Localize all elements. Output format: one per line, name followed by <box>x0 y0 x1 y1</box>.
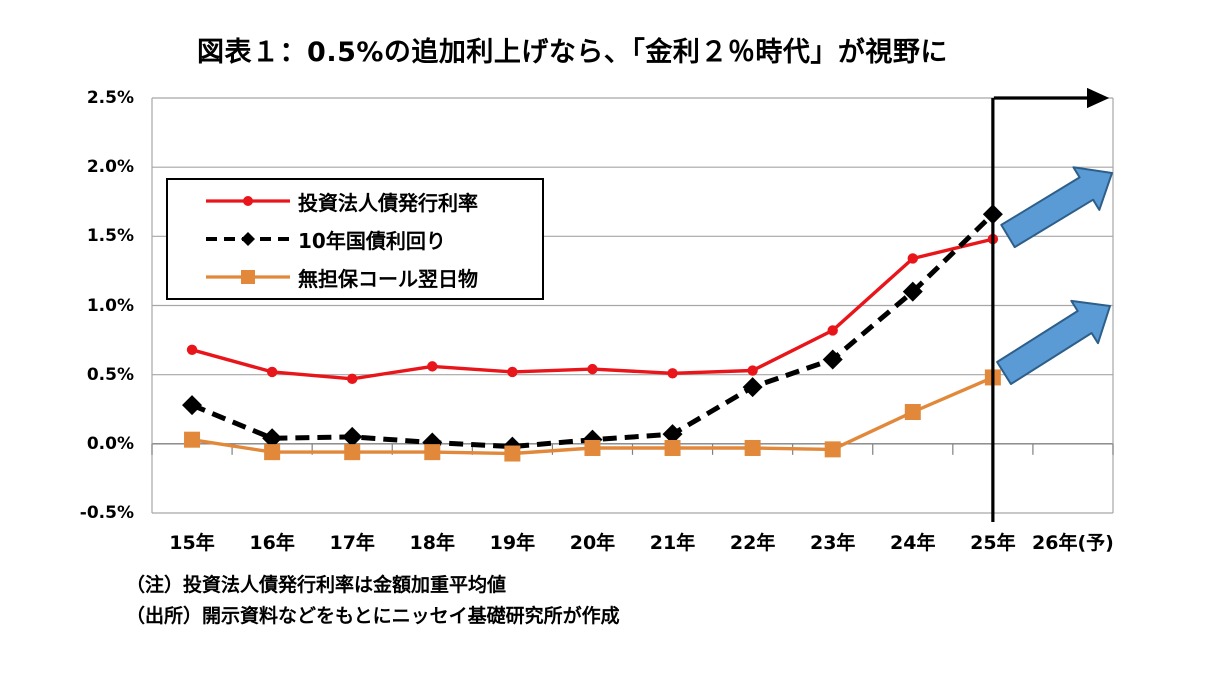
data-point-marker <box>664 439 681 456</box>
data-point-marker <box>184 431 201 448</box>
data-point-marker <box>747 365 758 376</box>
y-axis-tick-label: 1.5% <box>86 226 134 247</box>
y-axis-tick-label: 2.0% <box>86 157 134 178</box>
legend-label-2: 無担保コール翌日物 <box>298 266 478 291</box>
data-point-marker <box>662 424 683 445</box>
data-point-marker <box>507 366 518 378</box>
data-point-marker <box>427 361 438 372</box>
legend-item-2: 無担保コール翌日物 <box>168 258 542 296</box>
data-point-marker <box>584 439 601 456</box>
legend-swatch-line-square <box>204 267 292 287</box>
x-axis-tick-label: 24年 <box>890 532 936 554</box>
chart-legend: 投資法人債発行利率 10年国債利回り 無担保コール翌日物 <box>166 178 544 300</box>
data-point-marker <box>827 325 838 336</box>
data-point-marker <box>824 441 841 458</box>
data-point-marker <box>902 281 923 302</box>
chart-note: （注）投資法人債発行利率は金額加重平均値 <box>126 574 507 596</box>
data-point-marker <box>266 366 278 378</box>
y-axis-tick-label: 1.0% <box>86 295 134 316</box>
upper-rise-arrow <box>1000 166 1113 249</box>
x-axis-tick-label: 21年 <box>649 532 696 554</box>
legend-label-0: 投資法人債発行利率 <box>298 190 478 215</box>
data-point-marker <box>742 377 763 398</box>
legend-swatch-dashed-diamond <box>204 229 292 249</box>
data-point-marker <box>262 428 283 449</box>
x-axis-tick-label: 22年 <box>729 532 776 554</box>
data-point-marker <box>342 426 363 447</box>
data-point-marker <box>264 444 281 461</box>
lower-rise-arrow <box>996 299 1111 385</box>
x-axis-tick-label: 26年(予) <box>1032 532 1114 554</box>
legend-swatch-line-circle <box>204 191 292 211</box>
data-point-marker <box>667 368 678 379</box>
data-point-marker <box>182 395 203 416</box>
x-axis-tick-label: 18年 <box>409 532 456 554</box>
data-point-marker <box>186 344 198 355</box>
data-point-marker <box>907 253 918 264</box>
y-axis-tick-label: 0.0% <box>86 433 134 454</box>
x-axis-tick-label: 25年 <box>970 532 1016 554</box>
x-axis-tick-label: 23年 <box>809 532 856 554</box>
x-axis-tick-label: 20年 <box>569 532 616 554</box>
y-axis-tick-label: -0.5% <box>79 503 134 523</box>
x-axis-tick-label: 17年 <box>329 532 375 554</box>
data-point-marker <box>587 363 598 375</box>
y-axis-tick-label: 2.5% <box>86 88 134 108</box>
page-title: 図表１：0.5%の追加利上げなら、「金利２％時代」が視野に <box>197 37 948 68</box>
x-axis-tick-label: 16年 <box>249 532 295 554</box>
legend-item-1: 10年国債利回り <box>168 220 542 258</box>
legend-label-1: 10年国債利回り <box>298 228 446 253</box>
data-point-marker <box>347 373 358 385</box>
x-axis-tick-label: 19年 <box>489 532 536 554</box>
chart-source: （出所）開示資料などをもとにニッセイ基礎研究所が作成 <box>126 605 620 627</box>
x-axis-tick-label: 15年 <box>169 532 215 554</box>
y-axis-tick-label: 0.5% <box>86 364 134 385</box>
data-point-marker <box>822 349 843 370</box>
data-point-marker <box>424 444 441 461</box>
data-point-marker <box>904 404 921 421</box>
data-point-marker <box>344 444 361 461</box>
legend-item-0: 投資法人債発行利率 <box>168 182 542 220</box>
data-point-marker <box>504 445 521 462</box>
data-point-marker <box>744 439 761 456</box>
